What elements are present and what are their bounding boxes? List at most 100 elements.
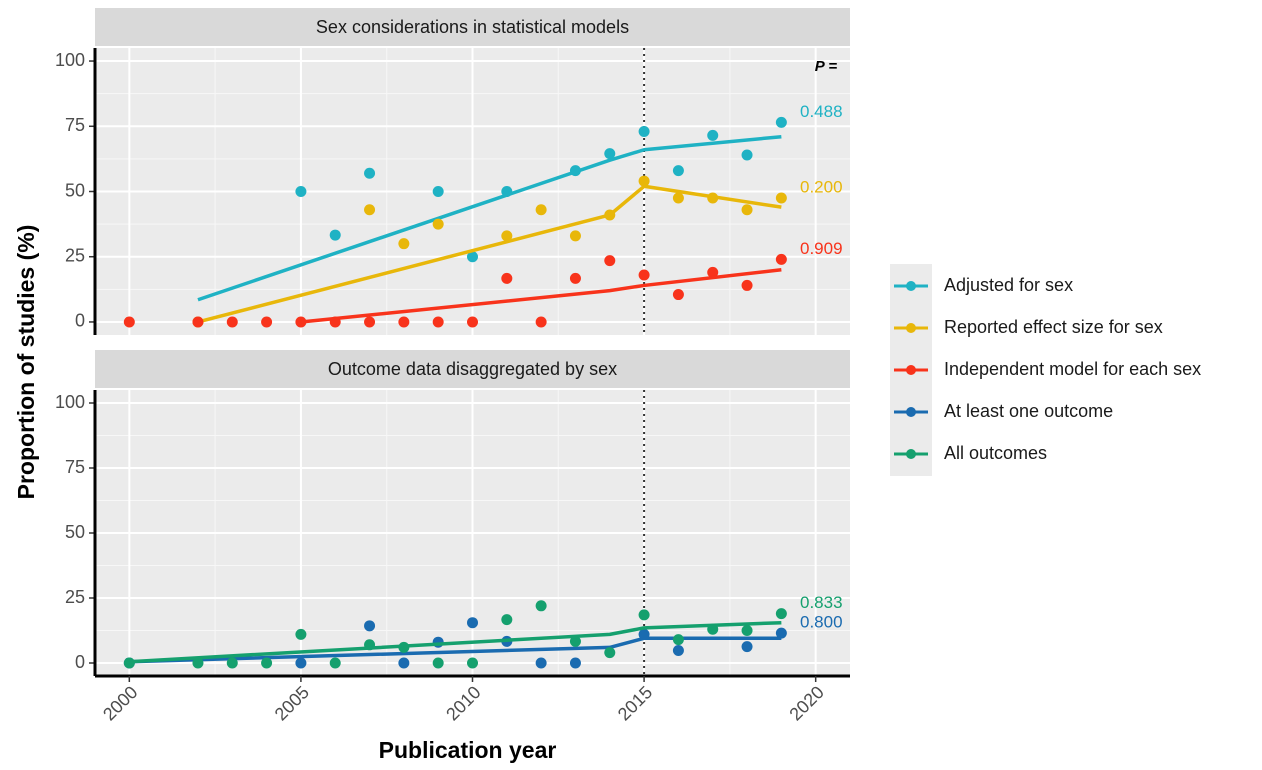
data-point <box>672 192 684 204</box>
y-tick-label: 50 <box>65 522 85 542</box>
data-point <box>569 272 581 284</box>
data-point <box>741 625 753 636</box>
x-tick-label: 2010 <box>442 682 484 724</box>
legend-label: All outcomes <box>944 443 1047 463</box>
fit-line <box>197 184 782 324</box>
data-point <box>741 641 753 653</box>
data-point <box>638 175 650 187</box>
data-point <box>295 186 307 197</box>
x-axis-title: Publication year <box>379 737 557 763</box>
data-point <box>432 186 444 197</box>
legend-key-point <box>906 323 916 333</box>
data-point <box>364 204 376 216</box>
p-value-label: 0.800 <box>800 613 843 632</box>
p-value-label: 0.200 <box>800 178 843 197</box>
data-point <box>535 657 547 669</box>
data-point <box>569 230 581 242</box>
x-tick-label: 2015 <box>614 682 656 724</box>
data-point <box>432 316 444 328</box>
y-tick-label: 75 <box>65 457 85 477</box>
data-point <box>672 634 684 646</box>
data-point <box>226 657 238 669</box>
p-value-label: 0.488 <box>800 102 843 121</box>
legend-label: Adjusted for sex <box>944 275 1073 295</box>
data-point <box>638 269 650 281</box>
data-point <box>775 253 787 265</box>
data-point <box>364 167 376 179</box>
data-point <box>398 657 410 669</box>
legend-key-point <box>906 449 916 459</box>
data-point <box>432 657 444 669</box>
data-point <box>775 192 787 204</box>
data-point <box>295 628 307 640</box>
data-point <box>226 316 238 328</box>
data-point <box>295 657 307 669</box>
facet-title: Sex considerations in statistical models <box>316 17 629 37</box>
facet-strip <box>95 350 850 388</box>
data-point <box>398 316 410 328</box>
data-point <box>707 129 719 141</box>
y-tick-label: 75 <box>65 115 85 135</box>
x-tick-label: 2020 <box>785 682 827 724</box>
legend-key-point <box>906 407 916 417</box>
data-point <box>672 645 684 657</box>
data-point <box>707 266 719 278</box>
data-point <box>775 116 787 128</box>
y-tick-label: 100 <box>55 50 85 70</box>
data-point <box>775 608 787 620</box>
data-point <box>467 251 478 263</box>
data-point <box>192 316 204 328</box>
y-tick-label: 25 <box>65 245 85 265</box>
data-point <box>569 657 581 669</box>
data-point <box>261 657 273 669</box>
p-value-label: 0.909 <box>800 239 843 258</box>
legend-key-point <box>906 281 916 291</box>
data-point <box>604 647 616 659</box>
fit-line <box>129 636 782 664</box>
data-point <box>123 316 135 328</box>
data-point <box>261 316 273 328</box>
y-tick-label: 0 <box>75 311 85 331</box>
data-point <box>501 230 513 242</box>
data-point <box>741 204 753 216</box>
p-value-label: 0.833 <box>800 593 843 612</box>
data-point <box>398 238 410 250</box>
facet-title: Outcome data disaggregated by sex <box>328 359 617 379</box>
y-tick-label: 25 <box>65 587 85 607</box>
data-point <box>467 657 478 669</box>
fit-line <box>197 134 782 302</box>
y-tick-label: 100 <box>55 392 85 412</box>
x-tick-label: 2005 <box>271 682 313 724</box>
data-point <box>638 125 650 137</box>
data-point <box>535 600 547 612</box>
data-point <box>501 614 513 626</box>
data-point <box>364 316 376 328</box>
y-axis-title: Proportion of studies (%) <box>13 225 39 500</box>
data-point <box>672 289 684 301</box>
fit-line <box>300 268 782 324</box>
facet-strip <box>95 8 850 46</box>
data-point <box>604 148 616 160</box>
legend-label: Independent model for each sex <box>944 359 1201 379</box>
x-tick-label: 2000 <box>99 682 141 724</box>
data-point <box>775 627 787 639</box>
data-point <box>569 635 581 647</box>
data-point <box>638 609 650 621</box>
fit-line <box>129 620 782 664</box>
data-point <box>741 279 753 291</box>
data-point <box>432 218 444 230</box>
data-point <box>467 316 478 328</box>
p-header: P = <box>815 58 838 75</box>
data-point <box>604 255 616 267</box>
data-point <box>535 204 547 216</box>
legend-key-point <box>906 365 916 375</box>
data-point <box>501 272 513 284</box>
data-point <box>192 657 204 669</box>
data-point <box>329 657 341 669</box>
legend-label: At least one outcome <box>944 401 1113 421</box>
data-point <box>467 617 478 629</box>
legend-label: Reported effect size for sex <box>944 317 1163 337</box>
data-point <box>741 149 753 161</box>
y-tick-label: 0 <box>75 652 85 672</box>
